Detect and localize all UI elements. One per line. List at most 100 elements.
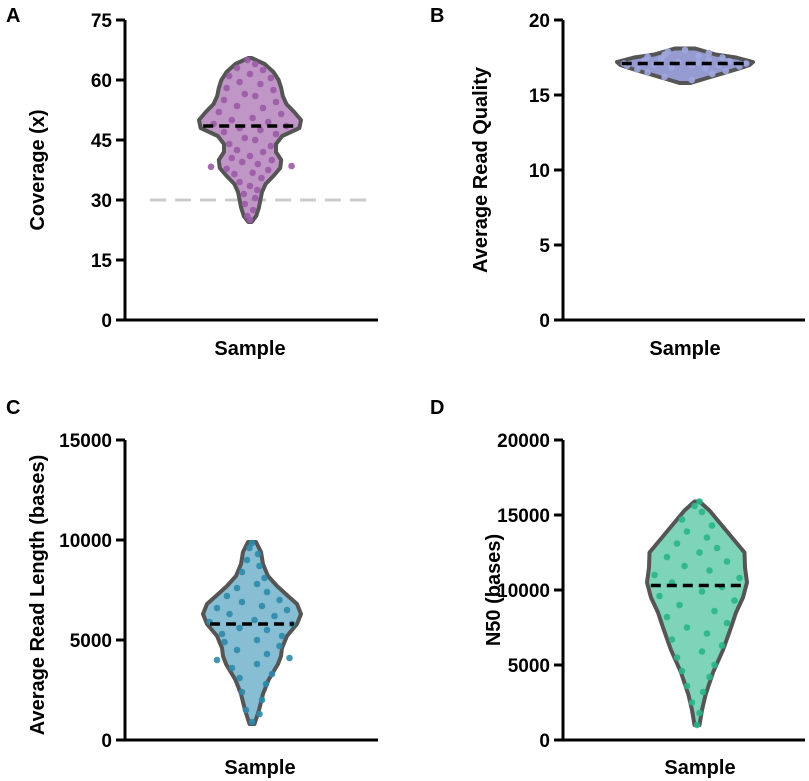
- data-point-d: [696, 498, 703, 505]
- data-point-c: [236, 624, 243, 632]
- y-tick-label-d: 5000: [508, 656, 550, 677]
- data-point-c: [242, 706, 250, 714]
- data-point-d: [706, 567, 713, 574]
- x-axis-title-d: Sample: [664, 757, 735, 779]
- y-tick-label-c: 0: [101, 731, 112, 752]
- data-point-a: [228, 154, 236, 162]
- y-tick-label-d: 20000: [497, 431, 550, 452]
- violin-body-c: [201, 540, 303, 726]
- data-point-b: [668, 63, 675, 71]
- data-point-a: [228, 116, 236, 124]
- data-point-a: [249, 169, 256, 177]
- data-point-d: [668, 636, 676, 643]
- data-point-c: [261, 574, 268, 582]
- data-point-c: [253, 660, 261, 668]
- data-point-a: [249, 206, 257, 214]
- y-tick-label-b: 10: [529, 161, 550, 182]
- data-point-d: [688, 699, 696, 706]
- data-point-d: [651, 571, 658, 579]
- data-point-a: [225, 72, 233, 80]
- data-point-d: [713, 544, 721, 552]
- plot-area-b: 0 5 10 15 20: [529, 11, 805, 332]
- data-point-b: [705, 49, 713, 57]
- data-point-a: [220, 96, 228, 104]
- violin-body-b: [615, 46, 755, 85]
- data-point-d: [678, 667, 686, 675]
- y-tick-label-a: 0: [101, 311, 112, 332]
- data-point-a: [257, 126, 264, 134]
- data-point-a: [251, 92, 259, 100]
- y-tick-label-d: 0: [539, 731, 550, 752]
- data-point-d: [693, 721, 701, 729]
- panel-d: D N50 (bases) Sample 0 5000 10000 15000 2000…: [430, 397, 805, 779]
- y-tick-label-d: 15000: [497, 506, 550, 527]
- data-point-b: [644, 53, 651, 61]
- data-point-a: [251, 194, 259, 202]
- data-point-b: [657, 55, 665, 63]
- y-tick-label-d: 10000: [497, 581, 550, 602]
- data-point-d: [696, 549, 703, 556]
- panel-letter-c: C: [6, 397, 20, 419]
- data-point-c: [218, 630, 226, 638]
- y-axis-title-a: Coverage (x): [27, 109, 49, 230]
- data-point-a: [246, 152, 254, 160]
- data-point-b: [644, 69, 651, 76]
- y-tick-label-a: 30: [91, 191, 112, 212]
- data-point-c: [226, 610, 233, 618]
- panel-a: A Coverage (x) Sample 0 15 30 45 60 75: [6, 5, 378, 360]
- data-point-c: [283, 606, 291, 614]
- data-point-b: [664, 48, 672, 55]
- violin-body-d: [645, 499, 749, 727]
- data-point-a: [251, 136, 259, 144]
- data-point-a: [272, 130, 280, 138]
- data-point-c: [251, 616, 258, 624]
- data-point-a: [225, 140, 233, 148]
- data-point-a: [264, 118, 272, 126]
- data-point-a: [249, 114, 256, 122]
- data-point-d: [736, 574, 743, 582]
- y-tick-label-a: 15: [91, 251, 113, 272]
- data-point-c: [253, 580, 261, 588]
- data-point-d: [673, 540, 681, 547]
- data-point-a: [254, 160, 262, 168]
- data-point-c: [286, 654, 293, 662]
- data-point-a: [207, 163, 215, 171]
- data-point-a: [241, 90, 249, 98]
- data-point-a: [238, 158, 246, 166]
- data-point-c: [238, 598, 246, 606]
- data-point-d: [656, 592, 663, 600]
- data-point-a: [267, 142, 275, 150]
- data-point-a: [241, 134, 249, 142]
- y-tick-label-c: 5000: [70, 631, 112, 652]
- y-tick-label-a: 45: [91, 131, 113, 152]
- data-point-d: [706, 673, 713, 681]
- data-point-c: [256, 562, 263, 570]
- data-point-a: [223, 84, 230, 92]
- data-point-b: [634, 66, 641, 73]
- data-point-b: [722, 67, 730, 75]
- data-point-a: [236, 178, 243, 186]
- panel-letter-b: B: [430, 5, 444, 27]
- data-point-b: [742, 60, 750, 67]
- data-point-a: [233, 102, 241, 110]
- y-tick-label-b: 5: [539, 236, 550, 257]
- data-point-c: [254, 550, 262, 558]
- data-point-b: [719, 54, 726, 61]
- y-tick-label-b: 0: [539, 311, 550, 332]
- data-point-d: [683, 528, 691, 535]
- data-point-b: [688, 76, 696, 84]
- plot-area-d: 0 5000 10000 15000 20000: [497, 431, 805, 752]
- data-point-b: [695, 59, 702, 67]
- y-tick-label-c: 10000: [59, 531, 112, 552]
- data-point-b: [681, 46, 689, 54]
- panel-letter-a: A: [6, 5, 20, 27]
- data-point-c: [271, 612, 278, 620]
- data-point-a: [233, 64, 241, 72]
- data-point-c: [263, 626, 271, 634]
- data-point-a: [244, 212, 251, 220]
- data-point-d: [676, 601, 683, 609]
- data-point-c: [228, 664, 236, 672]
- panel-b: B Average Read Quality Sample 0 5 10 15 20: [430, 5, 805, 360]
- data-point-a: [268, 156, 276, 164]
